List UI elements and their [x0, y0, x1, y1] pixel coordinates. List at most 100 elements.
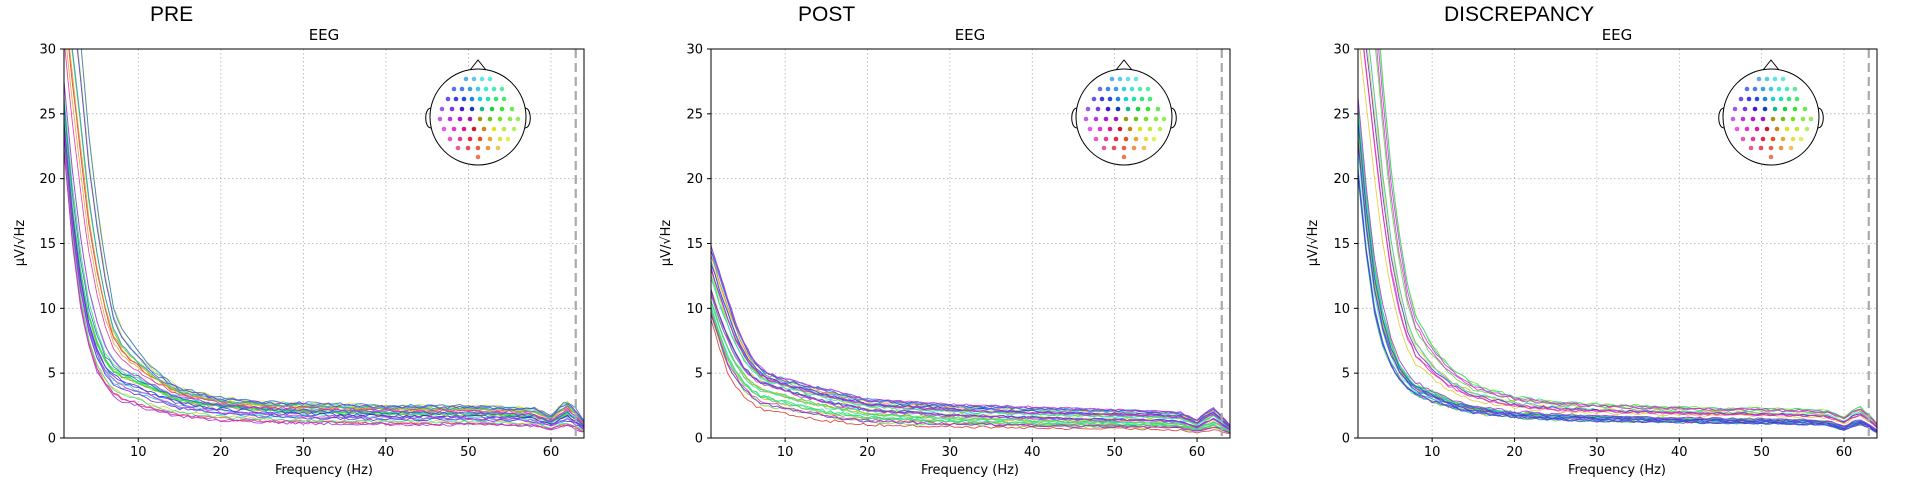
channel-trace — [1358, 130, 1877, 433]
sensor-dot — [497, 136, 503, 142]
channel-trace — [1363, 49, 1877, 428]
axes-title-pre: EEG — [309, 26, 340, 44]
sensor-dot — [1734, 126, 1740, 132]
channel-trace — [1358, 120, 1877, 432]
sensor-dot — [469, 96, 475, 102]
sensor-dot — [1750, 116, 1756, 122]
y-tick-label: 15 — [39, 237, 56, 252]
sensor-dot — [1131, 145, 1137, 151]
sensor-dot — [1730, 116, 1736, 122]
sensor-dot — [485, 145, 491, 151]
sensor-dot — [1808, 116, 1814, 122]
sensor-dot — [1147, 126, 1153, 132]
sensor-dot — [1740, 136, 1746, 142]
sensor-dot — [1103, 136, 1109, 142]
head-ear-right — [1817, 107, 1824, 129]
sensor-dot — [475, 86, 481, 92]
y-tick-label: 15 — [1333, 237, 1350, 252]
sensor-dot — [483, 86, 489, 92]
channel-trace — [711, 313, 1230, 434]
sensor-dot — [1760, 116, 1766, 122]
channel-trace — [1358, 120, 1877, 432]
sensor-dot — [1115, 96, 1121, 102]
sensor-dot — [1774, 126, 1780, 132]
head-nose — [1115, 59, 1133, 71]
sensor-dot — [501, 96, 507, 102]
sensor-dot — [1772, 76, 1778, 82]
sensor-dot — [1790, 136, 1796, 142]
sensor-dot — [477, 96, 483, 102]
sensor-dot — [463, 76, 469, 82]
sensor-dot — [495, 145, 501, 151]
sensor-dot — [1141, 145, 1147, 151]
sensor-dot — [1133, 136, 1139, 142]
channel-trace — [711, 300, 1230, 432]
sensor-dot — [1085, 106, 1091, 112]
sensor-dot — [445, 96, 451, 102]
channel-trace — [711, 290, 1230, 431]
sensor-dot — [479, 76, 485, 82]
channel-trace — [711, 319, 1230, 435]
x-tick-label: 10 — [777, 445, 794, 460]
sensor-dot — [1153, 116, 1159, 122]
sensor-dot — [1740, 116, 1746, 122]
head-ear-left — [425, 107, 432, 129]
channel-trace — [711, 264, 1230, 428]
sensor-dot — [1157, 126, 1163, 132]
sensor-dot — [1117, 126, 1123, 132]
sensor-dot — [505, 136, 511, 142]
traces-pre — [64, 49, 584, 433]
sensor-dot — [1121, 154, 1127, 160]
head-ear-left — [1071, 107, 1078, 129]
x-tick-label: 20 — [859, 445, 876, 460]
sensor-dot — [1129, 86, 1135, 92]
sensor-dot — [1764, 76, 1770, 82]
channel-trace — [1358, 137, 1877, 433]
y-tick-label: 5 — [695, 367, 703, 382]
sensor-dot — [1109, 76, 1115, 82]
sensor-dot — [1161, 116, 1167, 122]
sensor-dot — [1143, 116, 1149, 122]
sensor-dot — [461, 96, 467, 102]
sensor-dot — [1802, 106, 1808, 112]
sensor-dot — [1792, 86, 1798, 92]
sensor-dot — [1800, 116, 1806, 122]
sensor-dot — [1768, 154, 1774, 160]
sensor-dot — [499, 106, 505, 112]
sensor-dot — [449, 106, 455, 112]
sensor-dot — [1790, 116, 1796, 122]
head-outline — [1722, 68, 1820, 166]
sensor-dot — [1778, 145, 1784, 151]
sensor-dot — [451, 86, 457, 92]
sensor-dot — [1139, 96, 1145, 102]
x-tick-label: 60 — [1836, 445, 1853, 460]
sensor-dot — [1099, 96, 1105, 102]
y-axis-label-pre: µV/√Hz — [13, 220, 28, 267]
y-tick-label: 25 — [39, 107, 56, 122]
sensor-dot — [1754, 96, 1760, 102]
sensor-dot — [1778, 96, 1784, 102]
panel-post: POST EEG Frequency (Hz) µV/√Hz 10 20 30 40 5… — [659, 3, 1231, 478]
channel-trace — [1358, 148, 1877, 432]
sensor-dot — [1121, 86, 1127, 92]
y-axis-label-post: µV/√Hz — [659, 220, 674, 267]
sensor-dot — [1107, 96, 1113, 102]
channel-trace — [711, 245, 1230, 426]
sensor-dot — [1135, 106, 1141, 112]
channel-trace — [64, 141, 584, 432]
y-tick-label: 5 — [48, 367, 56, 382]
head-ear-right — [1170, 107, 1177, 129]
sensor-dot — [1125, 106, 1131, 112]
sensor-dot — [1762, 96, 1768, 102]
sensor-dot — [1091, 96, 1097, 102]
channel-trace — [711, 311, 1230, 433]
sensor-dot — [489, 106, 495, 112]
panel-title-post: POST — [798, 3, 855, 26]
channel-trace — [1358, 124, 1877, 431]
channel-trace — [1358, 172, 1877, 433]
sensor-dot — [1760, 136, 1766, 142]
sensor-dot — [1133, 76, 1139, 82]
sensor-dot — [1151, 136, 1157, 142]
channel-trace — [76, 49, 584, 422]
sensor-dot — [1083, 116, 1089, 122]
